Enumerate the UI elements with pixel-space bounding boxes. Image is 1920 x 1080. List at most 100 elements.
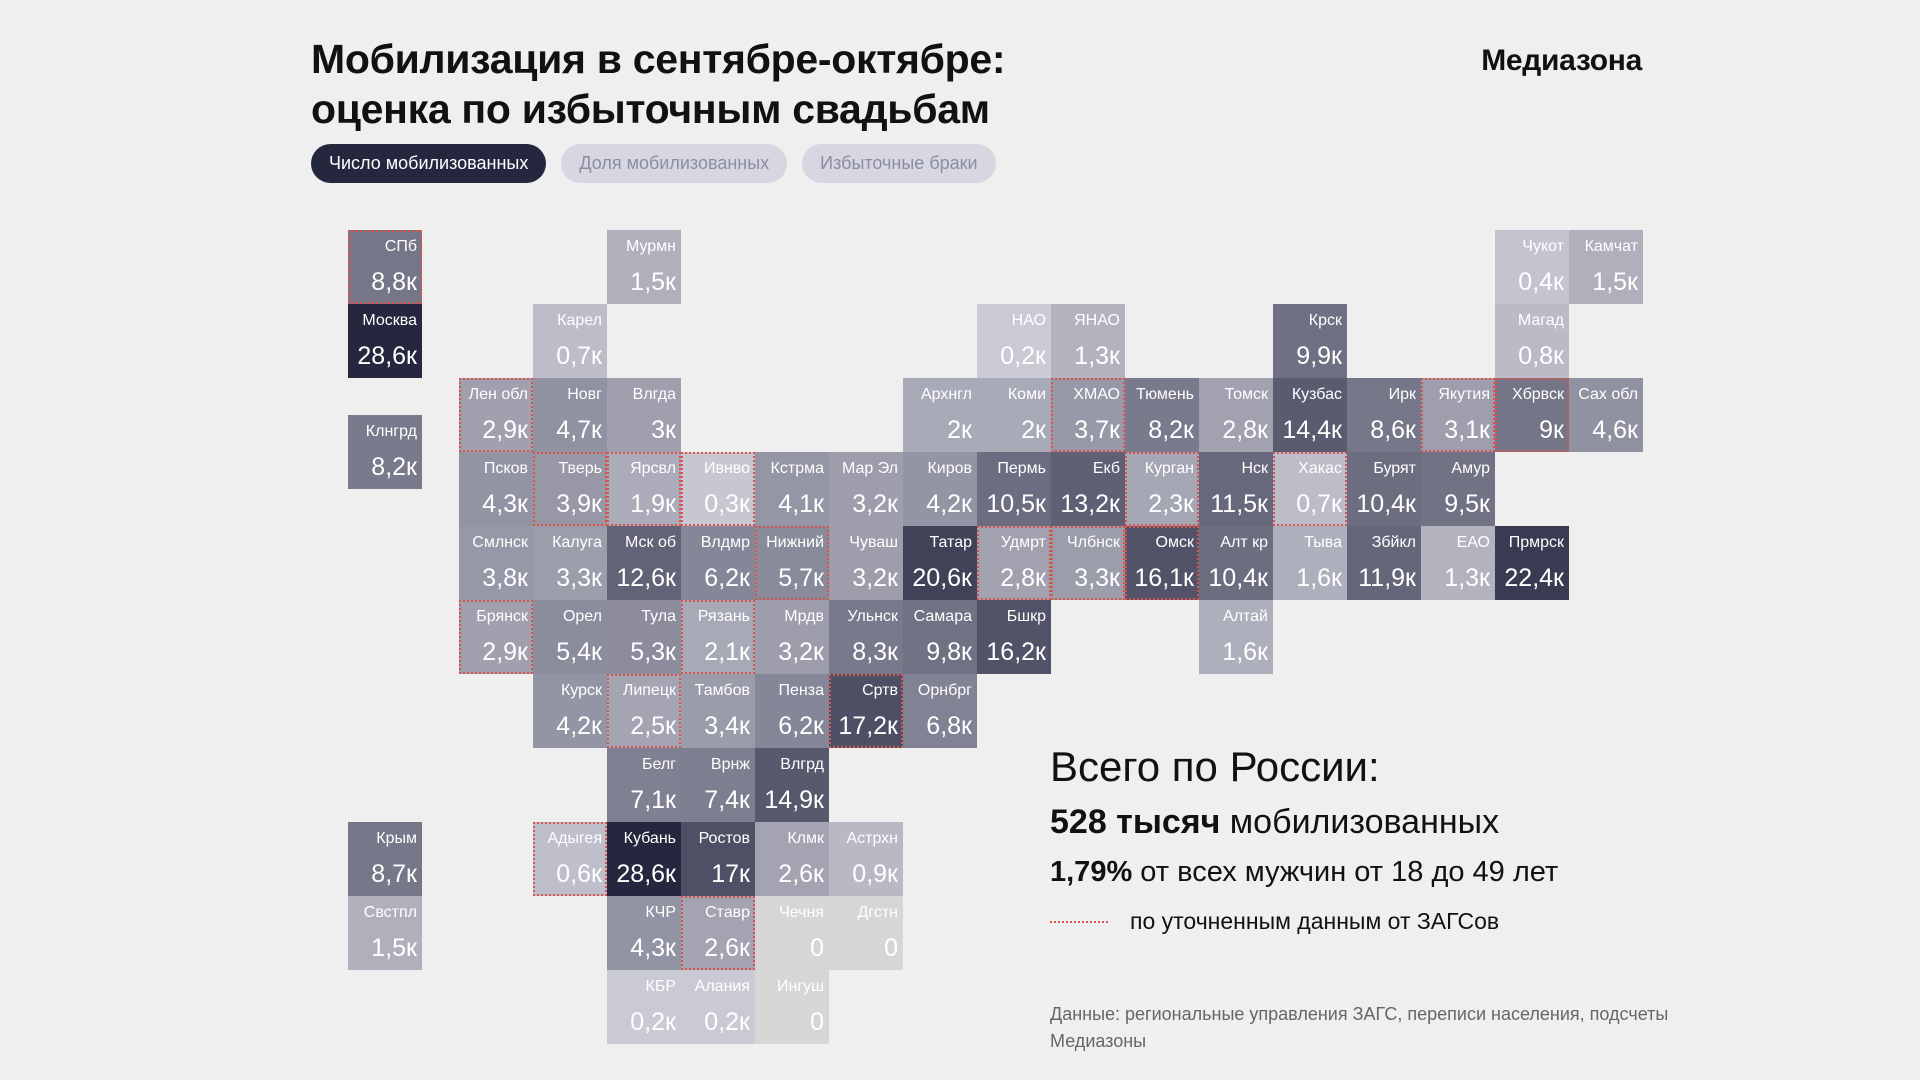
region-tile[interactable]: Мар Эл 3,2к — [829, 452, 903, 526]
region-tile[interactable]: КБР 0,2к — [607, 970, 681, 1044]
region-tile[interactable]: Тверь 3,9к — [533, 452, 607, 526]
region-tile[interactable]: Пермь 10,5к — [977, 452, 1051, 526]
region-tile[interactable]: Пенза 6,2к — [755, 674, 829, 748]
region-name: КБР — [645, 978, 677, 995]
region-name: Адыгея — [547, 830, 602, 847]
region-tile[interactable]: Дгстн 0 — [829, 896, 903, 970]
region-tile[interactable]: Новг 4,7к — [533, 378, 607, 452]
tab-excess-marriages[interactable]: Избыточные браки — [802, 144, 996, 183]
region-tile[interactable]: Ростов 17к — [681, 822, 755, 896]
region-tile[interactable]: Архнгл 2к — [903, 378, 977, 452]
region-tile[interactable]: Крым 8,7к — [348, 822, 422, 896]
region-name: Ульнск — [847, 608, 898, 625]
region-value: 14,4к — [1282, 416, 1342, 444]
region-tile[interactable]: Врнж 7,4к — [681, 748, 755, 822]
region-tile[interactable]: Москва 28,6к — [348, 304, 422, 378]
region-tile[interactable]: Алт кр 10,4к — [1199, 526, 1273, 600]
region-tile[interactable]: Мрдв 3,2к — [755, 600, 829, 674]
region-tile[interactable]: Магад 0,8к — [1495, 304, 1569, 378]
region-tile[interactable]: Ивнво 0,3к — [681, 452, 755, 526]
region-tile[interactable]: Сах обл 4,6к — [1569, 378, 1643, 452]
region-tile[interactable]: Влдмр 6,2к — [681, 526, 755, 600]
region-tile[interactable]: Белг 7,1к — [607, 748, 681, 822]
region-tile[interactable]: Влгда 3к — [607, 378, 681, 452]
region-tile[interactable]: Курган 2,3к — [1125, 452, 1199, 526]
tab-count[interactable]: Число мобилизованных — [311, 144, 547, 183]
region-tile[interactable]: Удмрт 2,8к — [977, 526, 1051, 600]
region-tile[interactable]: ЯНАО 1,3к — [1051, 304, 1125, 378]
region-tile[interactable]: Кубань 28,6к — [607, 822, 681, 896]
region-tile[interactable]: Астрхн 0,9к — [829, 822, 903, 896]
region-value: 0 — [884, 934, 898, 962]
region-tile[interactable]: Влгрд 14,9к — [755, 748, 829, 822]
region-tile[interactable]: Тамбов 3,4к — [681, 674, 755, 748]
region-tile[interactable]: Хакас 0,7к — [1273, 452, 1347, 526]
region-tile[interactable]: ХМАО 3,7к — [1051, 378, 1125, 452]
region-tile[interactable]: Лен обл 2,9к — [459, 378, 533, 452]
region-tile[interactable]: Тула 5,3к — [607, 600, 681, 674]
region-tile[interactable]: Свстпл 1,5к — [348, 896, 422, 970]
region-tile[interactable]: Нск 11,5к — [1199, 452, 1273, 526]
region-tile[interactable]: Чечня 0 — [755, 896, 829, 970]
region-tile[interactable]: Бшкр 16,2к — [977, 600, 1051, 674]
region-tile[interactable]: Алания 0,2к — [681, 970, 755, 1044]
region-tile[interactable]: Ингуш 0 — [755, 970, 829, 1044]
region-tile[interactable]: НАО 0,2к — [977, 304, 1051, 378]
region-tile[interactable]: Прмрск 22,4к — [1495, 526, 1569, 600]
region-tile[interactable]: Ирк 8,6к — [1347, 378, 1421, 452]
region-tile[interactable]: Липецк 2,5к — [607, 674, 681, 748]
region-tile[interactable]: Ставр 2,6к — [681, 896, 755, 970]
region-name: Мар Эл — [841, 460, 898, 477]
region-tile[interactable]: Самара 9,8к — [903, 600, 977, 674]
region-tile[interactable]: КЧР 4,3к — [607, 896, 681, 970]
region-tile[interactable]: Смлнск 3,8к — [459, 526, 533, 600]
region-tile[interactable]: Хбрвск 9к — [1495, 378, 1569, 452]
region-tile[interactable]: Чуваш 3,2к — [829, 526, 903, 600]
region-tile[interactable]: Збйкл 11,9к — [1347, 526, 1421, 600]
region-tile[interactable]: Сртв 17,2к — [829, 674, 903, 748]
region-tile[interactable]: Камчат 1,5к — [1569, 230, 1643, 304]
region-tile[interactable]: Тыва 1,6к — [1273, 526, 1347, 600]
region-tile[interactable]: ЕАО 1,3к — [1421, 526, 1495, 600]
region-tile[interactable]: Клмк 2,6к — [755, 822, 829, 896]
region-tile[interactable]: Якутия 3,1к — [1421, 378, 1495, 452]
region-tile[interactable]: Алтай 1,6к — [1199, 600, 1273, 674]
region-tile[interactable]: Амур 9,5к — [1421, 452, 1495, 526]
region-tile[interactable]: Ярсвл 1,9к — [607, 452, 681, 526]
region-tile[interactable]: Кстрма 4,1к — [755, 452, 829, 526]
region-tile[interactable]: Псков 4,3к — [459, 452, 533, 526]
region-value: 4,3к — [630, 934, 676, 962]
region-tile[interactable]: Орел 5,4к — [533, 600, 607, 674]
region-tile[interactable]: Тюмень 8,2к — [1125, 378, 1199, 452]
region-tile[interactable]: Рязань 2,1к — [681, 600, 755, 674]
region-tile[interactable]: Орнбрг 6,8к — [903, 674, 977, 748]
region-tile[interactable]: Нижний 5,7к — [755, 526, 829, 600]
region-value: 9,9к — [1296, 342, 1342, 370]
region-tile[interactable]: Мск об 12,6к — [607, 526, 681, 600]
region-tile[interactable]: Коми 2к — [977, 378, 1051, 452]
region-tile[interactable]: Ульнск 8,3к — [829, 600, 903, 674]
region-tile[interactable]: Адыгея 0,6к — [533, 822, 607, 896]
region-tile[interactable]: Брянск 2,9к — [459, 600, 533, 674]
region-tile[interactable]: Члбнск 3,3к — [1051, 526, 1125, 600]
region-tile[interactable]: СПб 8,8к — [348, 230, 422, 304]
region-value: 9,8к — [926, 638, 972, 666]
region-name: Брянск — [476, 608, 528, 625]
region-tile[interactable]: Мурмн 1,5к — [607, 230, 681, 304]
region-tile[interactable]: Татар 20,6к — [903, 526, 977, 600]
region-tile[interactable]: Бурят 10,4к — [1347, 452, 1421, 526]
brand-logo[interactable]: Медиазона — [1481, 44, 1642, 77]
summary-total-number: 528 тысяч — [1050, 803, 1221, 841]
region-tile[interactable]: Киров 4,2к — [903, 452, 977, 526]
region-tile[interactable]: Омск 16,1к — [1125, 526, 1199, 600]
tab-share[interactable]: Доля мобилизованных — [561, 144, 788, 183]
region-tile[interactable]: Карел 0,7к — [533, 304, 607, 378]
region-tile[interactable]: Калуга 3,3к — [533, 526, 607, 600]
region-tile[interactable]: Клнгрд 8,2к — [348, 415, 422, 489]
region-tile[interactable]: Томск 2,8к — [1199, 378, 1273, 452]
region-tile[interactable]: Крск 9,9к — [1273, 304, 1347, 378]
region-tile[interactable]: Кузбас 14,4к — [1273, 378, 1347, 452]
region-tile[interactable]: Курск 4,2к — [533, 674, 607, 748]
region-tile[interactable]: Чукот 0,4к — [1495, 230, 1569, 304]
region-tile[interactable]: Екб 13,2к — [1051, 452, 1125, 526]
